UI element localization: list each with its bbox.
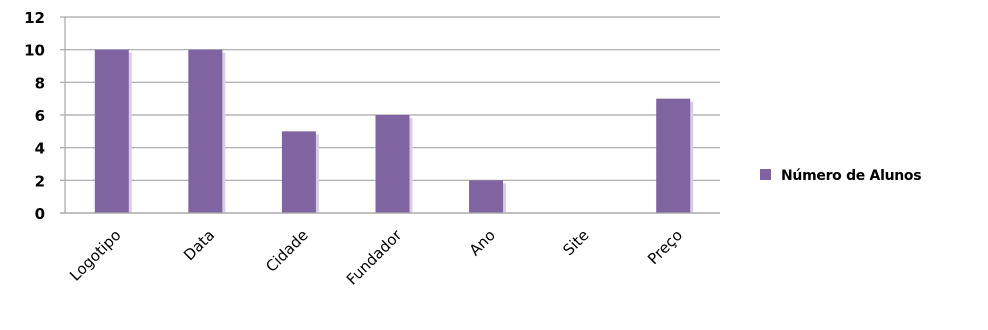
y-tick-label: 0 <box>35 205 45 223</box>
y-tick-label: 12 <box>24 9 45 27</box>
legend-label: Número de Alunos <box>781 168 921 184</box>
x-tick-label: Preço <box>644 226 686 268</box>
bar <box>469 180 504 213</box>
x-tick-label: Data <box>180 226 218 264</box>
y-tick-label: 8 <box>35 74 45 92</box>
bar <box>656 98 691 213</box>
y-tick-label: 2 <box>35 172 45 190</box>
bar <box>281 131 316 213</box>
legend-swatch <box>760 169 771 180</box>
bars <box>94 49 694 213</box>
x-tick-label: Cidade <box>262 226 312 276</box>
x-tick-label: Logotipo <box>66 226 124 284</box>
legend: Número de Alunos <box>760 168 922 184</box>
bar <box>188 49 223 213</box>
x-tick-label: Site <box>559 226 592 259</box>
bar <box>375 115 410 213</box>
y-tick-label: 10 <box>24 42 45 60</box>
bar <box>94 49 129 213</box>
y-axis: 0 2 4 6 8 10 12 <box>24 9 66 223</box>
y-tick-label: 6 <box>35 107 45 125</box>
x-axis: Logotipo Data Cidade Fundador Ano Site Preço <box>60 212 720 289</box>
x-tick-label: Fundador <box>343 226 406 289</box>
x-tick-label: Ano <box>466 226 499 259</box>
y-tick-label: 4 <box>35 140 45 158</box>
